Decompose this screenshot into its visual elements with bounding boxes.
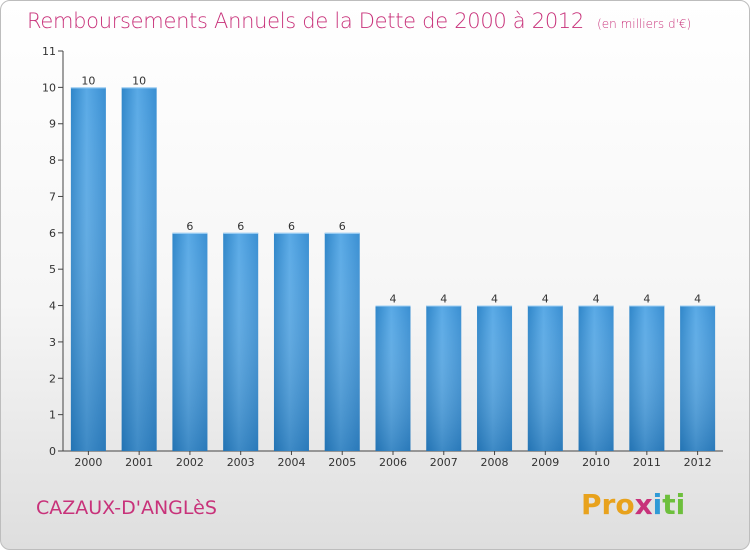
bar-value-label: 6	[186, 220, 193, 233]
y-tick-label: 6	[49, 227, 56, 240]
bar-shade	[426, 305, 462, 451]
bar-shade	[121, 87, 157, 451]
logo-part-1: Pro	[581, 488, 635, 521]
y-tick-label: 3	[49, 336, 56, 349]
bar-value-label: 10	[132, 74, 146, 87]
logo-part-3: i	[652, 488, 663, 521]
x-tick-label: 2008	[481, 456, 509, 469]
x-tick-label: 2011	[633, 456, 661, 469]
bar-value-label: 4	[542, 293, 549, 306]
chart-title-block: Remboursements Annuels de la Dette de 20…	[27, 9, 691, 33]
bar-shade	[375, 305, 411, 451]
bar-value-label: 4	[491, 293, 498, 306]
logo-part-2: x	[634, 488, 653, 521]
y-tick-label: 1	[49, 409, 56, 422]
bar-value-label: 6	[237, 220, 244, 233]
bar-value-label: 10	[81, 74, 95, 87]
y-tick-label: 8	[49, 154, 56, 167]
bar-value-label: 6	[288, 220, 295, 233]
bar-shade	[70, 87, 106, 451]
bar-shade	[273, 232, 309, 451]
bar-shade	[527, 305, 563, 451]
y-tick-label: 0	[49, 445, 56, 458]
proxiti-logo: Proxiti	[581, 488, 685, 521]
x-tick-label: 2001	[125, 456, 153, 469]
y-tick-label: 10	[42, 81, 56, 94]
bar-shade	[680, 305, 716, 451]
x-tick-label: 2005	[328, 456, 356, 469]
bar-shade	[629, 305, 665, 451]
bar-shade	[172, 232, 208, 451]
x-tick-label: 2012	[684, 456, 712, 469]
bar-value-label: 4	[440, 293, 447, 306]
x-tick-label: 2003	[227, 456, 255, 469]
bar-value-label: 4	[694, 293, 701, 306]
bar-value-label: 6	[339, 220, 346, 233]
bar-shade	[477, 305, 513, 451]
logo-part-4: ti	[662, 488, 686, 521]
x-tick-label: 2000	[74, 456, 102, 469]
x-tick-label: 2002	[176, 456, 204, 469]
y-tick-label: 5	[49, 263, 56, 276]
x-tick-label: 2010	[582, 456, 610, 469]
y-tick-label: 7	[49, 190, 56, 203]
bar-value-label: 4	[593, 293, 600, 306]
chart-title: Remboursements Annuels de la Dette de 20…	[27, 9, 584, 33]
commune-name: CAZAUX-D'ANGLèS	[36, 497, 217, 519]
bar-value-label: 4	[390, 293, 397, 306]
chart-subtitle: (en milliers d'€)	[597, 17, 692, 31]
y-tick-label: 9	[49, 118, 56, 131]
bar-shade	[324, 232, 360, 451]
y-tick-label: 2	[49, 372, 56, 385]
x-tick-label: 2007	[430, 456, 458, 469]
x-tick-label: 2006	[379, 456, 407, 469]
bar-shade	[578, 305, 614, 451]
x-tick-label: 2009	[531, 456, 559, 469]
y-tick-label: 4	[49, 300, 56, 313]
bar-value-label: 4	[643, 293, 650, 306]
x-tick-label: 2004	[277, 456, 305, 469]
y-tick-label: 11	[42, 45, 56, 58]
bar-shade	[223, 232, 259, 451]
